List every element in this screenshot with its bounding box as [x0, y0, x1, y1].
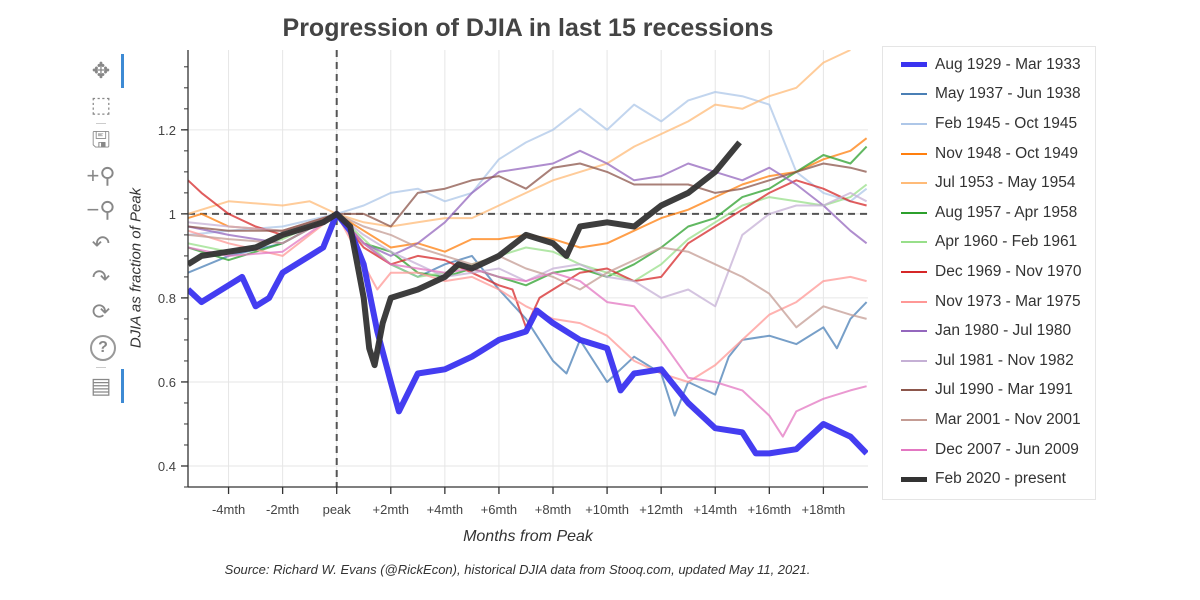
legend-item[interactable]: Mar 2001 - Nov 2001 — [883, 405, 1095, 435]
legend-swatch — [901, 359, 927, 362]
legend-label: May 1937 - Jun 1938 — [935, 85, 1081, 103]
legend-swatch — [901, 241, 927, 244]
zoom-in-icon[interactable]: +⚲ — [86, 163, 116, 188]
legend-item[interactable]: Jul 1981 - Nov 1982 — [883, 346, 1095, 376]
y-tick-label: 0.4 — [158, 459, 176, 474]
x-axis-label: Months from Peak — [463, 528, 593, 545]
legend-item[interactable]: Jul 1990 - Mar 1991 — [883, 376, 1095, 406]
series-line-7[interactable] — [188, 179, 867, 329]
legend-swatch — [901, 93, 927, 96]
help-icon[interactable]: ? — [90, 335, 116, 361]
legend-swatch — [901, 122, 927, 125]
legend-item[interactable]: Dec 2007 - Jun 2009 — [883, 435, 1095, 465]
toolbar-separator — [96, 123, 106, 124]
series-lines — [188, 50, 868, 457]
legend-item[interactable]: Aug 1929 - Mar 1933 — [883, 50, 1095, 80]
legend-label: Feb 1945 - Oct 1945 — [935, 114, 1078, 132]
pan-icon[interactable]: ✥ — [84, 54, 124, 88]
legend-swatch — [901, 300, 927, 303]
legend-item[interactable]: May 1937 - Jun 1938 — [883, 80, 1095, 110]
legend-item[interactable]: Jul 1953 - May 1954 — [883, 168, 1095, 198]
x-tick-label: +2mth — [373, 502, 410, 517]
legend-swatch — [901, 330, 927, 333]
legend-item[interactable]: Aug 1957 - Apr 1958 — [883, 198, 1095, 228]
legend-label: Nov 1948 - Oct 1949 — [935, 144, 1079, 162]
legend-swatch — [901, 418, 927, 421]
series-line-0[interactable] — [188, 210, 868, 457]
hover-icon[interactable]: ▤ — [84, 369, 124, 403]
chart-title: Progression of DJIA in last 15 recession… — [282, 14, 774, 42]
x-tick-label: +6mth — [481, 502, 518, 517]
chart-toolbar: ✥ ⬚ 🖫 +⚲ −⚲ ↶ ↷ ⟳? ▤ — [84, 54, 124, 403]
legend-label: Apr 1960 - Feb 1961 — [935, 233, 1078, 251]
legend-label: Feb 2020 - present — [935, 470, 1066, 488]
box-zoom-icon[interactable]: ⬚ — [90, 92, 112, 117]
x-tick-label: +4mth — [427, 502, 464, 517]
legend-swatch — [901, 62, 927, 68]
toolbar-separator — [96, 367, 106, 368]
legend: Aug 1929 - Mar 1933 May 1937 - Jun 1938 Fe… — [882, 46, 1096, 500]
series-line-13[interactable] — [188, 212, 867, 438]
legend-swatch — [901, 270, 927, 273]
legend-label: Jul 1953 - May 1954 — [935, 174, 1076, 192]
legend-label: Dec 2007 - Jun 2009 — [935, 440, 1079, 458]
x-tick-label: +8mth — [535, 502, 572, 517]
reset-icon[interactable]: ⟳ — [91, 299, 111, 324]
legend-label: Jan 1980 - Jul 1980 — [935, 322, 1072, 340]
x-tick-label: +12mth — [639, 502, 683, 517]
series-line-2[interactable] — [188, 91, 868, 236]
reference-lines — [188, 50, 868, 487]
legend-label: Jul 1981 - Nov 1982 — [935, 351, 1074, 369]
zoom-out-icon[interactable]: −⚲ — [86, 197, 116, 222]
legend-item[interactable]: Nov 1973 - Mar 1975 — [883, 287, 1095, 317]
legend-label: Nov 1973 - Mar 1975 — [935, 292, 1081, 310]
legend-swatch — [901, 211, 927, 214]
legend-label: Jul 1990 - Mar 1991 — [935, 381, 1073, 399]
undo-icon[interactable]: ↶ — [91, 231, 111, 256]
y-axis-label: DJIA as fraction of Peak — [127, 187, 145, 349]
legend-swatch — [901, 152, 927, 155]
y-tick-label: 1.2 — [158, 123, 176, 138]
legend-swatch — [901, 182, 927, 185]
series-line-11[interactable] — [188, 162, 867, 232]
redo-icon[interactable]: ↷ — [91, 265, 111, 290]
legend-swatch — [901, 476, 927, 482]
legend-label: Aug 1957 - Apr 1958 — [935, 203, 1078, 221]
source-note: Source: Richard W. Evans (@RickEcon), hi… — [224, 562, 811, 577]
y-tick-label: 1 — [169, 207, 176, 222]
axes: -4mth -2mth peak +2mth +4mth +6mth +8mth +10mth… — [158, 50, 868, 517]
series-line-1[interactable] — [188, 212, 868, 417]
x-tick-label: +18mth — [802, 502, 846, 517]
series-line-10[interactable] — [188, 191, 868, 308]
x-tick-label: -4mth — [212, 502, 245, 517]
x-tick-label: +16mth — [747, 502, 791, 517]
legend-item[interactable]: Feb 1945 - Oct 1945 — [883, 109, 1095, 139]
legend-label: Mar 2001 - Nov 2001 — [935, 410, 1081, 428]
legend-item[interactable]: Dec 1969 - Nov 1970 — [883, 257, 1095, 287]
x-tick-label: +14mth — [693, 502, 737, 517]
save-icon[interactable]: 🖫 — [91, 127, 111, 152]
legend-item[interactable]: Apr 1960 - Feb 1961 — [883, 228, 1095, 258]
legend-item[interactable]: Feb 2020 - present — [883, 464, 1095, 494]
series-line-14[interactable] — [188, 140, 742, 369]
x-tick-label: +10mth — [585, 502, 629, 517]
y-tick-label: 0.8 — [158, 291, 176, 306]
legend-item[interactable]: Jan 1980 - Jul 1980 — [883, 316, 1095, 346]
legend-label: Aug 1929 - Mar 1933 — [935, 55, 1081, 73]
x-tick-label: -2mth — [266, 502, 299, 517]
y-tick-label: 0.6 — [158, 375, 176, 390]
legend-swatch — [901, 389, 927, 392]
series-line-12[interactable] — [188, 212, 867, 329]
legend-item[interactable]: Nov 1948 - Oct 1949 — [883, 139, 1095, 169]
legend-label: Dec 1969 - Nov 1970 — [935, 262, 1082, 280]
legend-swatch — [901, 448, 927, 451]
x-tick-label: peak — [323, 502, 352, 517]
series-line-4[interactable] — [188, 50, 851, 228]
